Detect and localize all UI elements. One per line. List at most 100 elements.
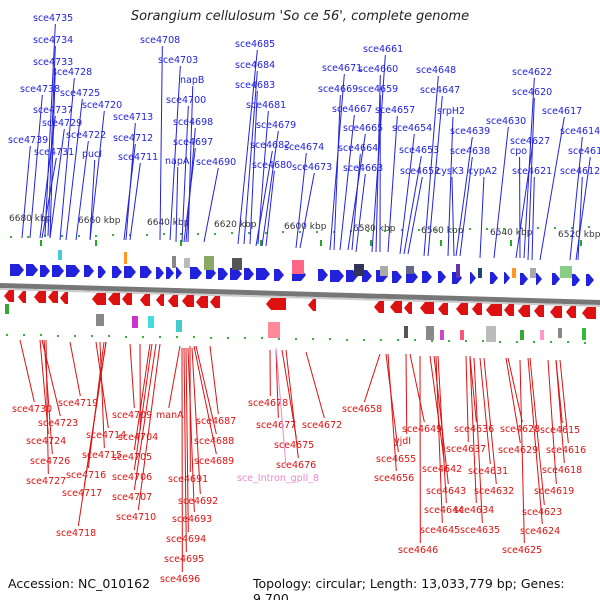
reverse-gene-label: sce4730 — [12, 404, 52, 415]
reverse-gene-label: sce4696 — [160, 574, 200, 585]
feature-block — [520, 330, 524, 340]
reverse-leader-line — [99, 341, 105, 449]
forward-gene-label: sce4654 — [392, 123, 432, 134]
reverse-gene-label: sce4705 — [112, 452, 152, 463]
scale-dot — [163, 233, 165, 235]
scale-dot — [108, 335, 110, 337]
scale-dot — [516, 341, 518, 343]
scale-dot — [503, 228, 505, 230]
scale-tick — [260, 240, 262, 246]
scale-dot — [91, 335, 93, 337]
forward-gene-label: sce4614 — [560, 126, 600, 137]
forward-leader-line — [47, 45, 56, 237]
scale-dot — [499, 341, 501, 343]
reverse-leader-line — [43, 339, 53, 455]
scale-dot — [125, 336, 127, 338]
reverse-leader-line — [209, 345, 219, 415]
forward-gene-arrow — [520, 273, 528, 285]
reverse-leader-line — [473, 357, 483, 524]
reverse-gene-label: sce4717 — [62, 488, 102, 499]
scale-dot — [248, 232, 250, 234]
scale-label: 6660 kbp — [78, 216, 121, 226]
forward-gene-label: sce4712 — [113, 133, 153, 144]
reverse-gene-label: sce4637 — [446, 444, 486, 455]
forward-gene-arrow — [166, 267, 174, 279]
reverse-gene-arrow — [504, 304, 514, 316]
scale-dot — [231, 232, 233, 234]
forward-gene-label: sce4697 — [173, 137, 213, 148]
scale-dot — [261, 337, 263, 339]
reverse-leader-line — [555, 359, 565, 464]
forward-leader-line — [423, 75, 439, 257]
reverse-gene-label: sce4678 — [248, 398, 288, 409]
reverse-gene-label: sce4658 — [342, 404, 382, 415]
forward-gene-label: sce4734 — [33, 35, 73, 46]
reverse-leader-line — [429, 355, 445, 463]
forward-gene-label: sce4700 — [166, 95, 206, 106]
feature-block — [530, 268, 536, 278]
reverse-gene-arrow — [210, 296, 220, 308]
reverse-gene-label: sce4719 — [58, 398, 98, 409]
forward-gene-label: sce4679 — [256, 120, 296, 131]
scale-dot — [265, 232, 267, 234]
feature-block — [184, 258, 190, 268]
reverse-gene-label: sce4715 — [82, 450, 122, 461]
forward-gene-label: sce4722 — [66, 130, 106, 141]
reverse-gene-arrow — [18, 291, 26, 303]
scale-dot — [159, 336, 161, 338]
forward-gene-label: sce4657 — [375, 105, 415, 116]
forward-gene-arrow — [572, 274, 580, 286]
reverse-gene-arrow — [156, 294, 164, 306]
scale-dot — [40, 334, 42, 336]
reverse-leader-line — [69, 341, 81, 397]
forward-leader-line — [59, 77, 75, 241]
reverse-gene-label: sce4636 — [454, 424, 494, 435]
genome-axis — [0, 283, 600, 305]
reverse-gene-arrow — [182, 295, 194, 307]
forward-gene-arrow — [362, 270, 372, 282]
forward-leader-line — [183, 147, 196, 243]
reverse-gene-label: sce4645 — [420, 525, 460, 536]
reverse-leader-line — [168, 345, 181, 409]
scale-dot — [380, 339, 382, 341]
forward-leader-line — [527, 97, 535, 261]
scale-dot — [244, 337, 246, 339]
forward-leader-line — [65, 98, 83, 241]
reverse-leader-line — [305, 351, 325, 419]
feature-block — [96, 314, 104, 326]
forward-gene-label: sce4720 — [82, 100, 122, 111]
scale-dot — [180, 233, 182, 235]
reverse-gene-label: sce4727 — [26, 476, 66, 487]
reverse-leader-line — [133, 343, 153, 471]
forward-gene-label: sce4661 — [363, 44, 403, 55]
forward-gene-label: sce4737 — [33, 105, 73, 116]
reverse-leader-line — [191, 347, 201, 495]
reverse-leader-line — [465, 355, 469, 443]
forward-gene-label: pucI — [82, 149, 102, 160]
forward-leader-line — [375, 74, 381, 253]
scale-dot — [78, 235, 80, 237]
reverse-gene-label: manA — [156, 410, 184, 421]
reverse-leader-line — [195, 345, 217, 435]
forward-gene-arrow — [84, 265, 94, 277]
scale-dot — [193, 336, 195, 338]
scale-dot — [316, 231, 318, 233]
forward-leader-line — [49, 67, 56, 239]
reverse-gene-arrow — [582, 307, 596, 319]
reverse-gene-label: sce4616 — [546, 445, 586, 456]
reverse-gene-arrow — [108, 293, 120, 305]
reverse-leader-line — [483, 357, 497, 485]
forward-gene-arrow — [504, 272, 510, 284]
forward-gene-label: sce4659 — [358, 84, 398, 95]
forward-leader-line — [387, 115, 398, 253]
reverse-leader-line — [45, 339, 49, 475]
forward-leader-line — [427, 95, 443, 257]
reverse-leader-line — [529, 357, 545, 506]
scale-dot — [554, 227, 556, 229]
feature-block — [148, 316, 154, 328]
forward-gene-label: sce4621 — [512, 166, 552, 177]
forward-leader-line — [333, 94, 341, 251]
forward-leader-line — [295, 152, 307, 249]
scale-dot — [278, 338, 280, 340]
reverse-leader-line — [19, 339, 35, 403]
